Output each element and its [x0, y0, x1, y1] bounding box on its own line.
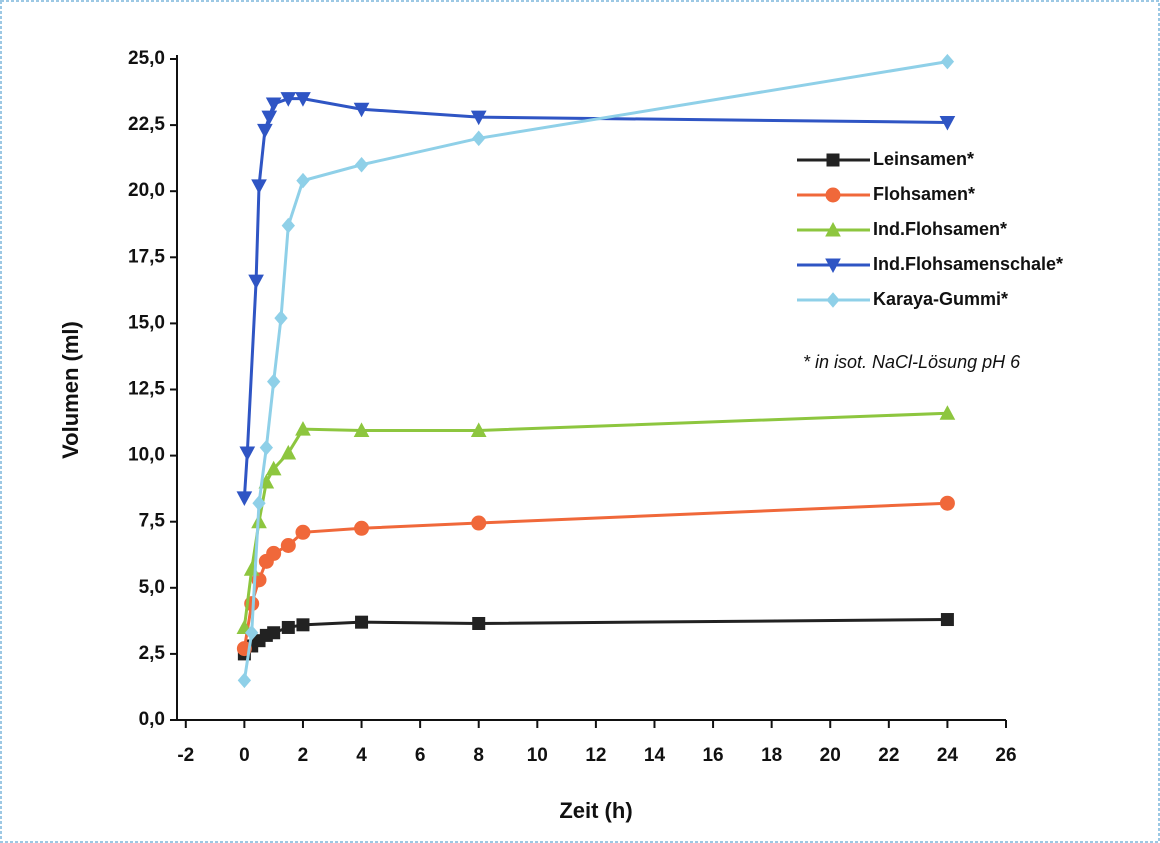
legend-label: Ind.Flohsamenschale*: [873, 254, 1063, 274]
marker: [470, 422, 487, 437]
marker: [280, 537, 296, 553]
x-axis-label: Zeit (h): [559, 798, 632, 823]
marker: [296, 618, 310, 632]
marker: [354, 156, 369, 173]
series-line: [243, 618, 948, 655]
marker: [295, 92, 311, 107]
marker: [281, 217, 295, 234]
x-tick-label: 4: [356, 745, 367, 766]
series-line: [242, 501, 948, 649]
marker: [259, 439, 274, 456]
legend-marker: [825, 221, 841, 237]
marker: [355, 615, 369, 629]
legend-label: Flohsamen*: [873, 184, 975, 204]
marker: [940, 613, 954, 627]
marker: [472, 130, 486, 147]
y-axis-label: Volumen (ml): [58, 321, 83, 459]
marker: [257, 123, 273, 139]
y-tick-label: 17,5: [128, 246, 165, 267]
x-tick-label: 18: [761, 745, 782, 766]
marker: [265, 97, 282, 113]
y-tick-label: 20,0: [128, 180, 165, 201]
marker: [245, 624, 259, 641]
marker: [295, 421, 311, 436]
y-tick-label: 5,0: [139, 577, 165, 598]
x-tick-label: 12: [585, 745, 606, 766]
legend-marker: [825, 258, 841, 274]
marker: [267, 373, 281, 390]
legend-marker: [825, 187, 841, 203]
y-tick-label: 10,0: [128, 445, 165, 466]
y-tick-label: 2,5: [139, 643, 166, 664]
y-tick-label: 15,0: [128, 312, 165, 333]
marker: [237, 672, 252, 689]
marker: [295, 524, 311, 540]
series-line: [242, 411, 948, 628]
legend-label: Karaya-Gummi*: [873, 289, 1008, 309]
marker: [296, 172, 310, 189]
marker: [281, 620, 295, 634]
marker: [236, 491, 253, 506]
marker: [248, 274, 264, 290]
marker: [266, 545, 282, 561]
x-tick-label: 16: [702, 745, 723, 766]
marker: [265, 460, 282, 476]
marker: [353, 102, 370, 118]
x-tick-label: -2: [177, 745, 194, 766]
marker: [252, 495, 266, 511]
series-line: [242, 97, 948, 499]
legend-label: Ind.Flohsamen*: [873, 219, 1007, 239]
y-tick-label: 25,0: [128, 48, 165, 69]
legend-marker: [826, 153, 840, 167]
marker: [274, 310, 288, 326]
marker: [261, 110, 278, 126]
x-tick-label: 0: [239, 745, 250, 766]
marker: [470, 110, 487, 126]
marker: [354, 520, 370, 536]
annotation: * in isot. NaCl-Lösung pH 6: [803, 352, 1021, 372]
x-tick-label: 22: [878, 745, 899, 766]
x-tick-label: 26: [995, 745, 1016, 766]
x-tick-label: 24: [937, 745, 959, 766]
x-tick-label: 20: [820, 745, 841, 766]
legend-label: Leinsamen*: [873, 149, 974, 169]
marker: [353, 422, 370, 437]
x-tick-label: 2: [298, 745, 309, 766]
marker: [280, 444, 297, 460]
marker: [939, 115, 956, 131]
marker: [239, 446, 256, 462]
marker: [471, 515, 487, 531]
y-tick-label: 7,5: [139, 511, 166, 532]
marker: [267, 626, 281, 640]
marker: [472, 616, 486, 630]
legend-marker: [826, 292, 840, 308]
marker: [251, 179, 267, 194]
x-tick-label: 10: [527, 745, 548, 766]
marker: [939, 495, 955, 511]
x-tick-label: 6: [415, 745, 426, 766]
marker: [940, 53, 955, 70]
marker: [280, 92, 297, 107]
y-tick-label: 22,5: [128, 114, 165, 135]
y-tick-label: 0,0: [139, 709, 165, 730]
x-tick-label: 14: [644, 745, 666, 766]
marker: [939, 405, 956, 420]
y-tick-label: 12,5: [128, 379, 165, 400]
x-tick-label: 8: [473, 745, 484, 766]
